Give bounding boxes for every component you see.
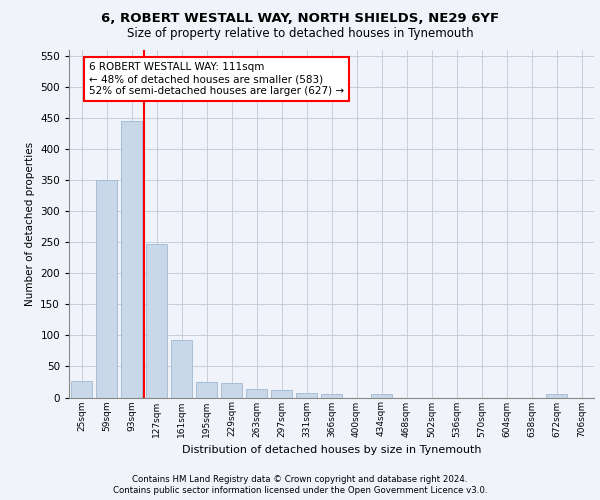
Bar: [71, 380, 92, 398]
X-axis label: Distribution of detached houses by size in Tynemouth: Distribution of detached houses by size …: [182, 445, 481, 455]
Bar: [146, 244, 167, 398]
Bar: [371, 394, 392, 398]
Bar: [121, 122, 142, 398]
Bar: [321, 394, 342, 398]
Bar: [246, 390, 267, 398]
Y-axis label: Number of detached properties: Number of detached properties: [25, 142, 35, 306]
Bar: [296, 392, 317, 398]
Text: Contains HM Land Registry data © Crown copyright and database right 2024.: Contains HM Land Registry data © Crown c…: [132, 475, 468, 484]
Text: Size of property relative to detached houses in Tynemouth: Size of property relative to detached ho…: [127, 28, 473, 40]
Text: Contains public sector information licensed under the Open Government Licence v3: Contains public sector information licen…: [113, 486, 487, 495]
Bar: [271, 390, 292, 398]
Bar: [96, 180, 117, 398]
Bar: [171, 340, 192, 398]
Bar: [196, 382, 217, 398]
Text: 6 ROBERT WESTALL WAY: 111sqm
← 48% of detached houses are smaller (583)
52% of s: 6 ROBERT WESTALL WAY: 111sqm ← 48% of de…: [89, 62, 344, 96]
Bar: [546, 394, 567, 398]
Text: 6, ROBERT WESTALL WAY, NORTH SHIELDS, NE29 6YF: 6, ROBERT WESTALL WAY, NORTH SHIELDS, NE…: [101, 12, 499, 26]
Bar: [221, 382, 242, 398]
